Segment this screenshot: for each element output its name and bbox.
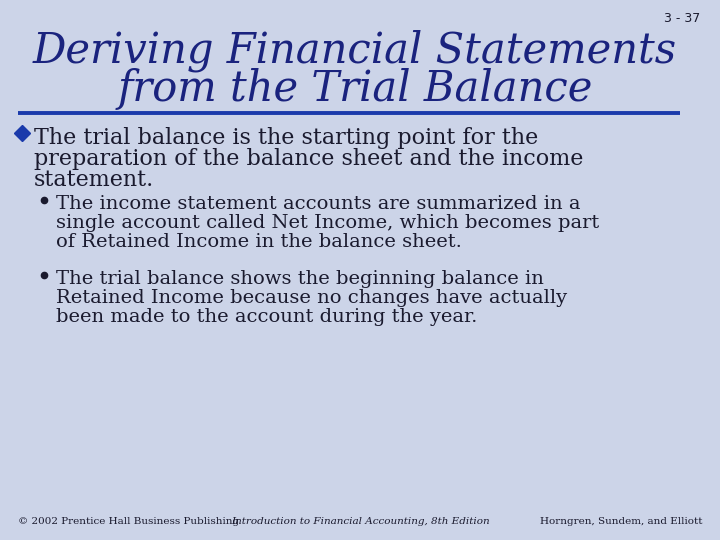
Text: Introduction to Financial Accounting, 8th Edition: Introduction to Financial Accounting, 8t… [230,517,490,526]
Text: been made to the account during the year.: been made to the account during the year… [56,308,477,326]
Text: from the Trial Balance: from the Trial Balance [117,68,593,110]
Text: The income statement accounts are summarized in a: The income statement accounts are summar… [56,195,580,213]
Text: Retained Income because no changes have actually: Retained Income because no changes have … [56,289,567,307]
Text: single account called Net Income, which becomes part: single account called Net Income, which … [56,214,599,232]
Text: © 2002 Prentice Hall Business Publishing: © 2002 Prentice Hall Business Publishing [18,517,239,526]
Text: of Retained Income in the balance sheet.: of Retained Income in the balance sheet. [56,233,462,251]
Text: Horngren, Sundem, and Elliott: Horngren, Sundem, and Elliott [539,517,702,526]
Text: 3 - 37: 3 - 37 [664,12,700,25]
Text: The trial balance is the starting point for the: The trial balance is the starting point … [34,127,539,149]
Text: preparation of the balance sheet and the income: preparation of the balance sheet and the… [34,148,583,170]
Text: The trial balance shows the beginning balance in: The trial balance shows the beginning ba… [56,270,544,288]
Text: Deriving Financial Statements: Deriving Financial Statements [33,30,677,72]
Text: statement.: statement. [34,169,154,191]
